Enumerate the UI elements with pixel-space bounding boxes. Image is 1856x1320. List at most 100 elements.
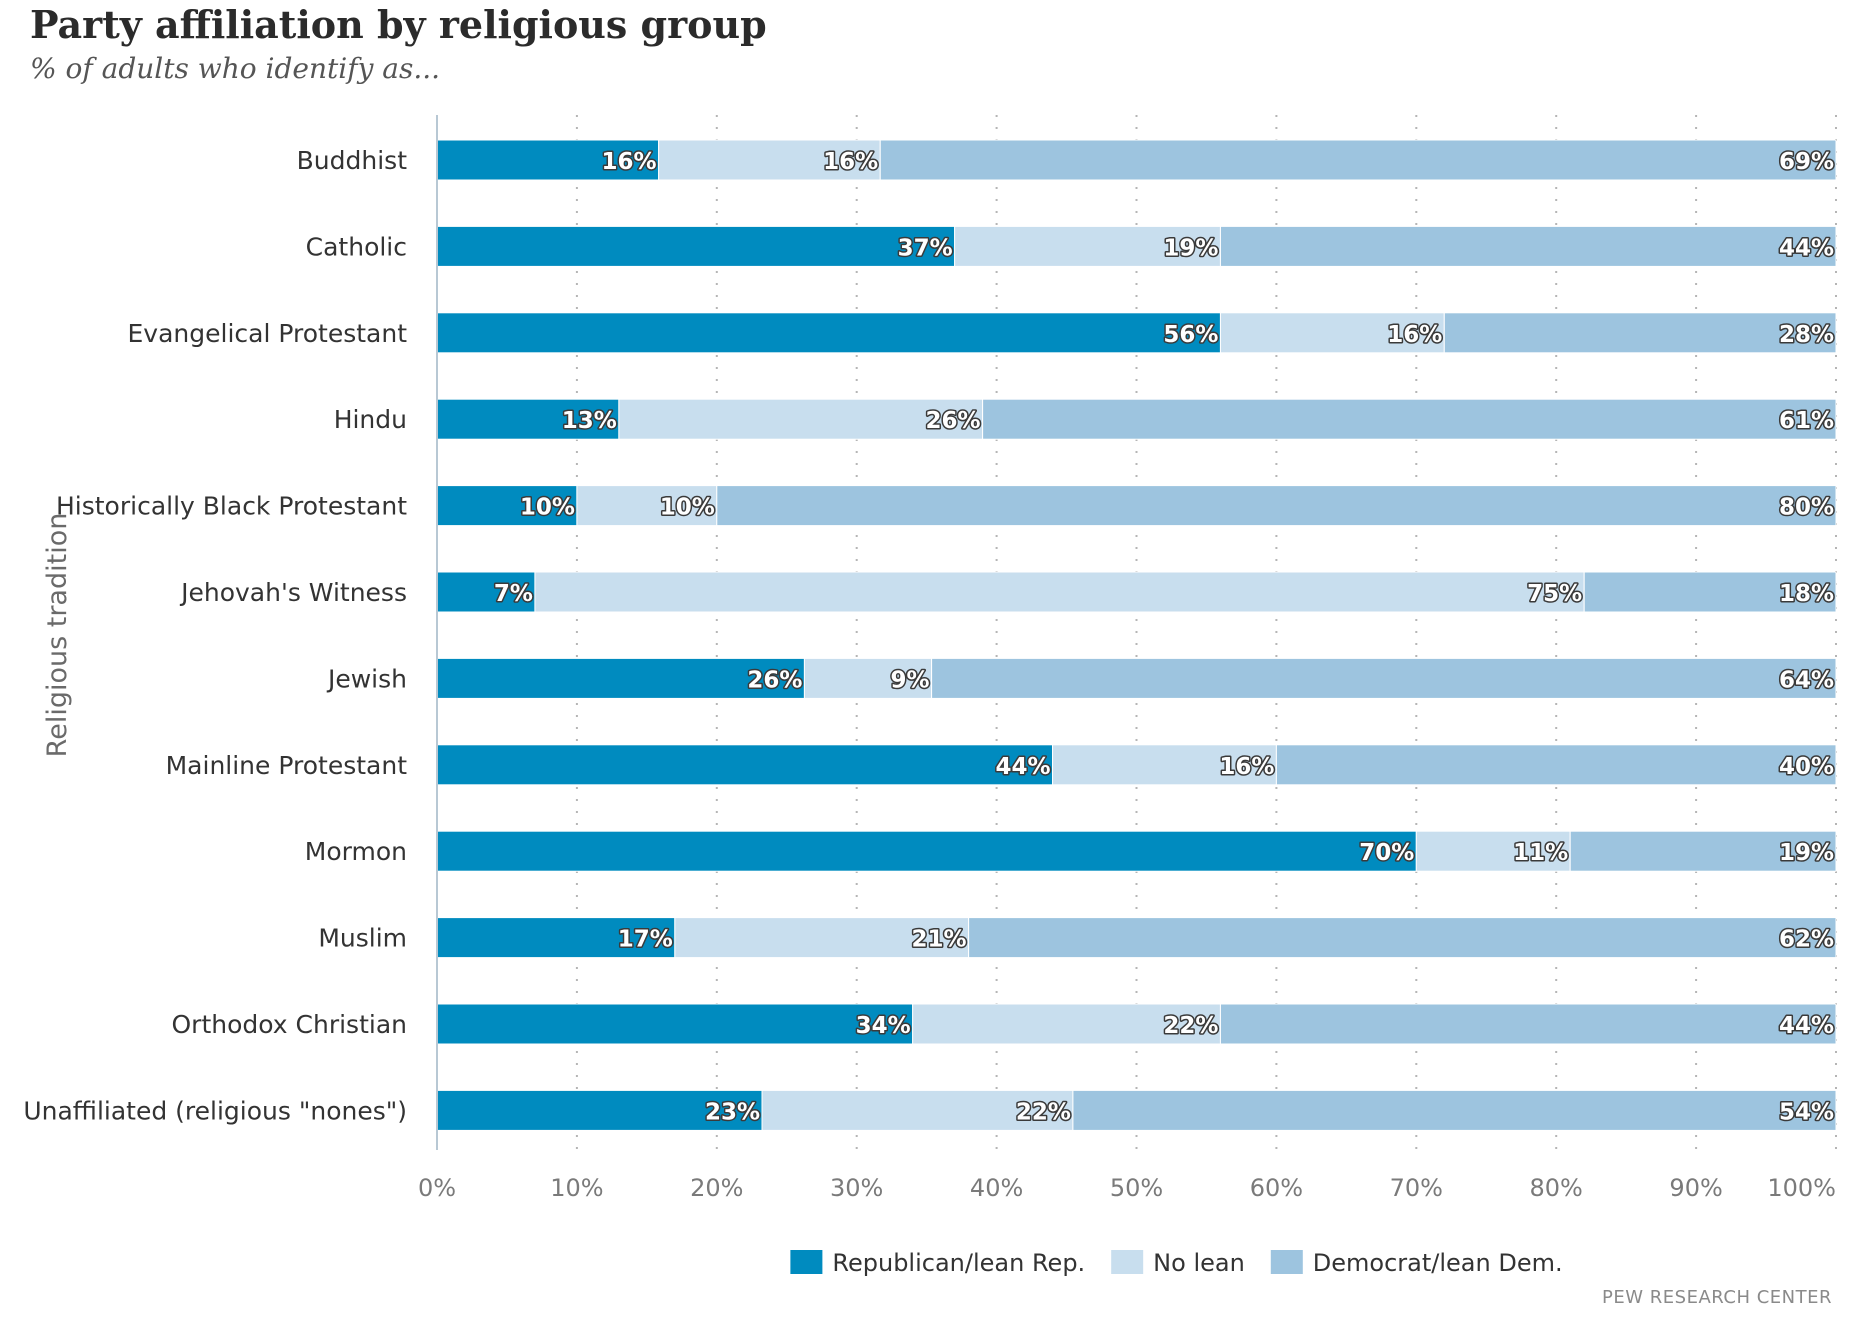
data-label-republican: 34%	[856, 1013, 911, 1039]
category-label: Catholic	[306, 232, 407, 261]
category-label: Historically Black Protestant	[56, 492, 407, 521]
data-label-no_lean: 16%	[1219, 754, 1274, 780]
bar-segment-no_lean	[912, 1003, 1221, 1045]
data-label-democrat: 18%	[1779, 581, 1834, 607]
data-label-republican: 37%	[898, 235, 953, 261]
bar-segment-no_lean	[618, 398, 984, 440]
category-label: Mormon	[305, 837, 407, 866]
category-label: Muslim	[318, 924, 407, 953]
bar-segment-no_lean	[1219, 312, 1445, 354]
bar-segment-republican	[436, 744, 1054, 786]
source-credit: PEW RESEARCH CENTER	[1602, 1287, 1832, 1308]
category-label: Buddhist	[297, 146, 408, 175]
data-label-republican: 44%	[995, 754, 1050, 780]
legend-swatch-democrat	[1270, 1250, 1303, 1274]
x-tick-label-50: 50%	[1110, 1174, 1163, 1202]
data-label-democrat: 19%	[1779, 840, 1834, 866]
legend-label-no_lean: No lean	[1153, 1249, 1245, 1277]
data-label-democrat: 80%	[1779, 495, 1834, 521]
data-label-republican: 23%	[705, 1099, 760, 1125]
bar-segment-democrat	[1219, 1003, 1837, 1045]
data-label-republican: 70%	[1359, 840, 1414, 866]
category-label: Jewish	[326, 664, 407, 693]
chart-subtitle: % of adults who identify as...	[30, 52, 441, 85]
data-label-no_lean: 16%	[823, 149, 878, 175]
legend-label-republican: Republican/lean Rep.	[832, 1249, 1085, 1277]
data-label-no_lean: 75%	[1527, 581, 1582, 607]
data-label-no_lean: 11%	[1513, 840, 1568, 866]
bar-segment-no_lean	[658, 139, 881, 181]
data-label-no_lean: 26%	[926, 408, 981, 434]
bar-segment-democrat	[1569, 830, 1837, 872]
data-label-no_lean: 19%	[1163, 235, 1218, 261]
category-label: Unaffiliated (religious "nones")	[23, 1096, 407, 1125]
bar-segment-no_lean	[534, 571, 1585, 613]
bar-segment-no_lean	[954, 225, 1221, 267]
bar-segment-democrat	[931, 657, 1837, 699]
data-label-republican: 7%	[494, 581, 533, 607]
data-label-democrat: 61%	[1779, 408, 1834, 434]
category-label: Evangelical Protestant	[128, 319, 408, 348]
bar-segment-democrat	[1072, 1089, 1837, 1131]
data-label-republican: 10%	[520, 495, 575, 521]
x-tick-label-60: 60%	[1250, 1174, 1303, 1202]
data-label-republican: 13%	[562, 408, 617, 434]
x-tick-label-90: 90%	[1669, 1174, 1722, 1202]
bar-segment-democrat	[1275, 744, 1837, 786]
bar-segment-democrat	[716, 485, 1837, 527]
bar-segment-no_lean	[576, 485, 718, 527]
bar-segment-republican	[436, 398, 620, 440]
legend-label-democrat: Democrat/lean Dem.	[1313, 1249, 1563, 1277]
bar-segment-democrat	[1443, 312, 1837, 354]
data-label-no_lean: 10%	[660, 495, 715, 521]
category-label: Jehovah's Witness	[179, 578, 407, 607]
category-label: Orthodox Christian	[172, 1010, 408, 1039]
x-tick-label-10: 10%	[550, 1174, 603, 1202]
bar-segment-republican	[436, 917, 676, 959]
y-axis-label: Religious tradition	[42, 513, 73, 758]
data-label-democrat: 40%	[1779, 754, 1834, 780]
data-label-no_lean: 16%	[1387, 322, 1442, 348]
data-label-republican: 56%	[1163, 322, 1218, 348]
x-tick-label-80: 80%	[1530, 1174, 1583, 1202]
data-label-republican: 26%	[747, 667, 802, 693]
x-tick-label-30: 30%	[830, 1174, 883, 1202]
chart-title: Party affiliation by religious group	[30, 2, 767, 47]
category-label: Mainline Protestant	[166, 751, 408, 780]
bar-segment-no_lean	[1415, 830, 1571, 872]
bar-segment-republican	[436, 1003, 914, 1045]
bar-segment-democrat	[1583, 571, 1837, 613]
x-tick-label-0: 0%	[418, 1174, 456, 1202]
legend: Republican/lean Rep. No lean Democrat/lean…	[790, 1249, 1563, 1277]
data-label-democrat: 62%	[1779, 927, 1834, 953]
data-label-republican: 16%	[602, 149, 657, 175]
bar-segment-democrat	[1219, 225, 1837, 267]
data-label-democrat: 44%	[1779, 235, 1834, 261]
x-tick-label-20: 20%	[690, 1174, 743, 1202]
x-tick-label-40: 40%	[970, 1174, 1023, 1202]
bar-segment-democrat	[879, 139, 1837, 181]
bar-segment-republican	[436, 830, 1417, 872]
data-label-no_lean: 9%	[891, 667, 930, 693]
value-labels: 16% 16% 69% 37% 19% 44% 56% 16% 28% 13% 26% 61% 10% 1…	[492, 148, 1835, 1127]
data-label-republican: 17%	[618, 927, 673, 953]
bar-segment-no_lean	[761, 1089, 1074, 1131]
data-label-democrat: 69%	[1779, 149, 1834, 175]
bar-segment-no_lean	[803, 657, 933, 699]
data-label-no_lean: 22%	[1016, 1099, 1071, 1125]
legend-swatch-republican	[790, 1250, 823, 1274]
x-axis-ticks: 0% 10% 20% 30% 40% 50% 60% 70% 80% 90% 100%	[418, 1174, 1836, 1202]
bar-segment-no_lean	[674, 917, 970, 959]
bars	[436, 139, 1837, 1131]
data-label-democrat: 28%	[1779, 322, 1834, 348]
data-label-no_lean: 21%	[912, 927, 967, 953]
bar-segment-republican	[436, 1089, 763, 1131]
gridlines	[575, 115, 1837, 1150]
bar-segment-republican	[436, 312, 1221, 354]
x-tick-label-70: 70%	[1390, 1174, 1443, 1202]
data-label-democrat: 44%	[1779, 1013, 1834, 1039]
bar-segment-democrat	[982, 398, 1837, 440]
category-label: Hindu	[334, 405, 407, 434]
data-label-democrat: 54%	[1779, 1099, 1834, 1125]
